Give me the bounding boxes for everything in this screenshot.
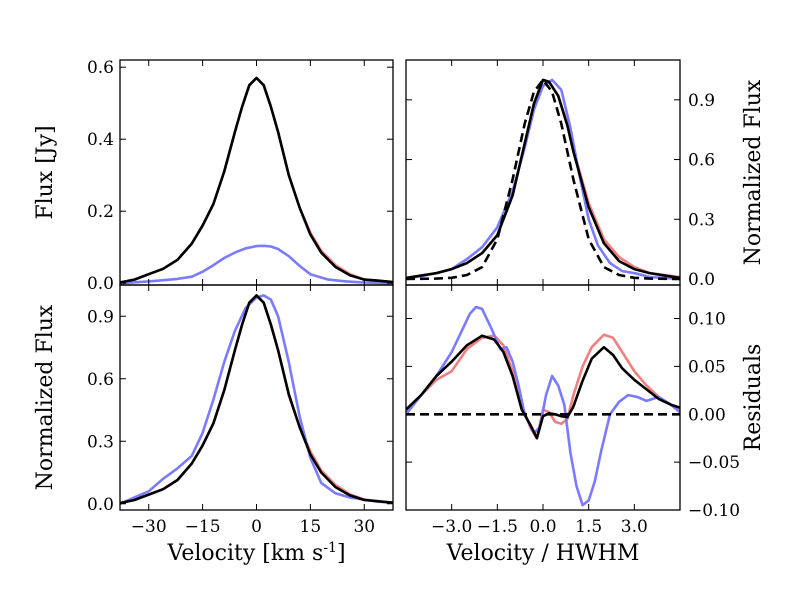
series-line-blue <box>120 244 393 285</box>
y-axis-label: Normalized Flux <box>741 79 766 265</box>
series-line-black <box>406 78 680 280</box>
series-line-red <box>406 333 680 440</box>
panel-top-left: 0.0 0.2 0.4 0.6 Flux [Jy] <box>33 58 394 294</box>
panel-bottom-right: −3.0 −1.5 0.0 1.5 3.0 −0.10 −0.05 0.00 0.05 0.10 V… <box>405 284 766 566</box>
y-tick-label: −0.10 <box>688 501 740 521</box>
y-tick-label: 0.9 <box>87 307 114 327</box>
y-tick-label: 0.4 <box>87 130 114 150</box>
series-line-red <box>406 78 680 280</box>
x-tick-label: −3.0 <box>431 517 472 537</box>
y-tick-label: 0.9 <box>688 91 715 111</box>
x-tick-label: 3.0 <box>621 517 648 537</box>
x-tick-label: 30 <box>353 517 375 537</box>
axes-frame <box>119 284 394 511</box>
y-axis-label: Normalized Flux <box>33 304 58 490</box>
x-axis-label: Velocity / HWHM <box>446 541 640 566</box>
panel-top-right: 0.0 0.3 0.6 0.9 Normalized Flux <box>405 59 766 290</box>
series-line-black-dashed <box>406 78 680 281</box>
x-axis-label: Velocity [km s-1] <box>166 540 345 566</box>
series-line-black <box>120 294 393 505</box>
series-line-blue <box>406 78 680 281</box>
series-line-red <box>120 76 393 284</box>
y-tick-label: 0.6 <box>87 370 114 390</box>
y-tick-label: 0.3 <box>688 210 715 230</box>
axes-frame <box>405 59 681 286</box>
series-line-blue <box>406 305 680 507</box>
y-tick-label: 0.6 <box>688 151 715 171</box>
y-tick-label: 0.00 <box>688 405 726 425</box>
y-tick-label: −0.05 <box>688 453 740 473</box>
x-tick-label: −30 <box>131 517 167 537</box>
series-line-black <box>120 76 393 284</box>
y-axis-label: Flux [Jy] <box>33 125 58 219</box>
x-tick-label: 0 <box>251 517 262 537</box>
y-tick-label: 0.10 <box>688 310 726 330</box>
series-line-red <box>120 294 393 505</box>
x-tick-label: 1.5 <box>575 517 602 537</box>
y-tick-label: 0.6 <box>87 58 114 78</box>
panel-bottom-left: −30 −15 0 15 30 0.0 0.3 0.6 0.9 Velocity [km s-1]… <box>33 284 394 566</box>
y-tick-label: 0.0 <box>87 274 114 294</box>
y-tick-label: 0.0 <box>87 495 114 515</box>
axes-frame <box>119 59 394 286</box>
series-line-black <box>406 334 680 440</box>
y-tick-label: 0.3 <box>87 432 114 452</box>
x-tick-label: −1.5 <box>477 517 518 537</box>
series-line-blue <box>120 294 393 505</box>
y-tick-label: 0.0 <box>688 270 715 290</box>
y-tick-label: 0.2 <box>87 202 114 222</box>
y-tick-label: 0.05 <box>688 357 726 377</box>
x-tick-label: 0.0 <box>529 517 556 537</box>
x-tick-label: −15 <box>185 517 221 537</box>
x-tick-label: 15 <box>300 517 322 537</box>
y-axis-label: Residuals <box>741 344 766 452</box>
